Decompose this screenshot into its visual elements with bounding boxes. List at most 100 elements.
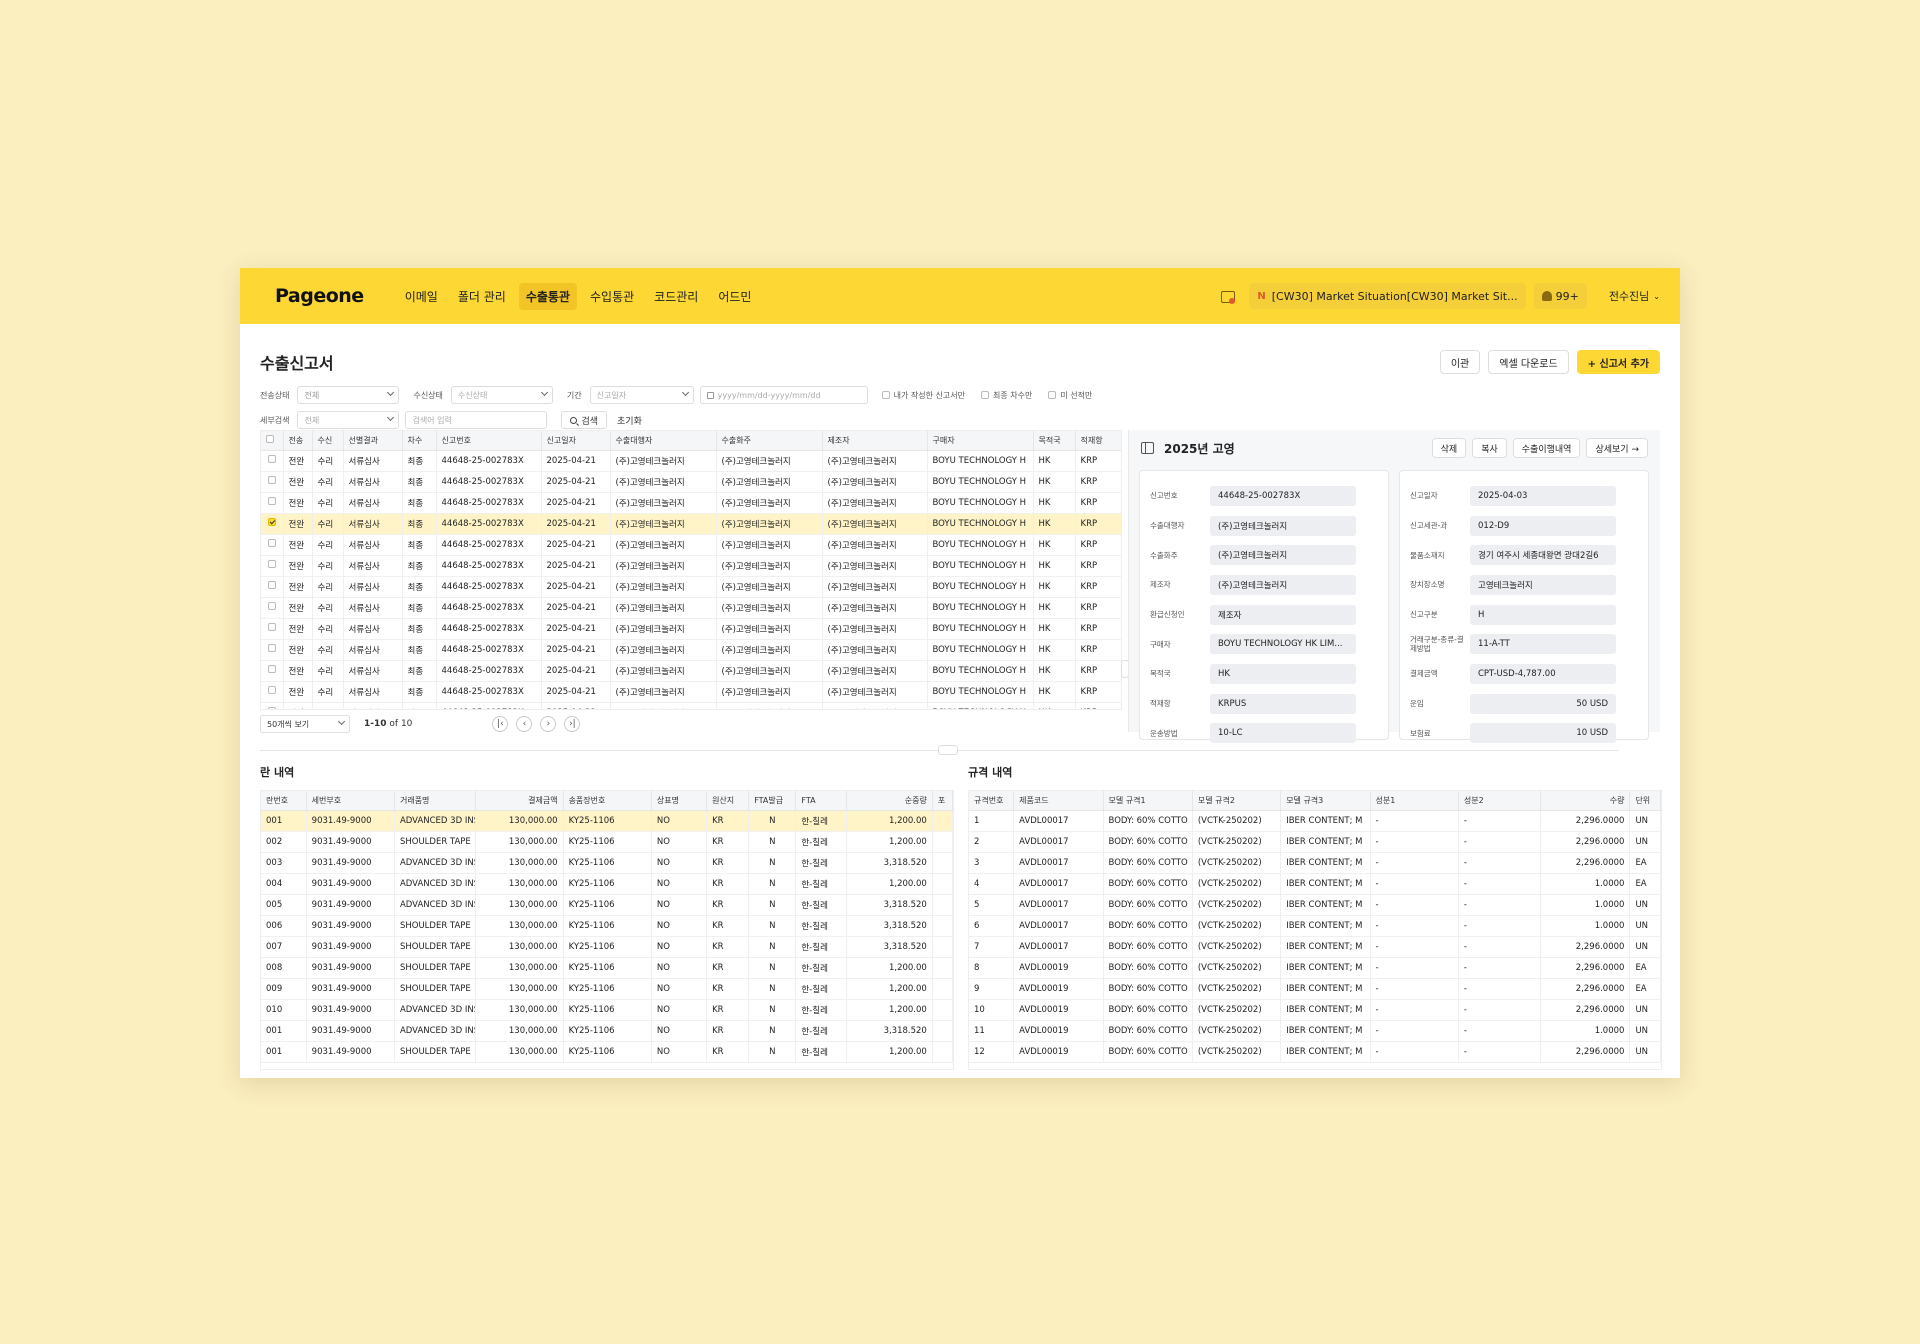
table-row[interactable]: 007 9031.49-9000 SHOULDER TAPE 130,000.00 KY… [261,936,953,958]
horizontal-splitter[interactable] [240,745,1680,755]
table-row[interactable]: 006 9031.49-9000 SHOULDER TAPE 130,000.00 KY… [261,915,953,937]
detail-value[interactable]: 경기 여주시 세종대왕면 광대2길6 [1470,545,1616,566]
calendar-icon[interactable] [1219,288,1236,304]
search-button[interactable]: 검색 [561,411,608,429]
table-row[interactable]: 10 AVDL00019 BODY: 60% COTTO (VCTK-250202) I… [969,999,1661,1021]
copy-button[interactable]: 복사 [1472,438,1507,458]
recv-status-select[interactable]: 수신상태 [450,386,553,404]
table-row[interactable]: 008 9031.49-9000 SHOULDER TAPE 130,000.00 KY… [261,957,953,979]
nav-item[interactable]: 수출통관 [518,282,577,310]
final-only-checkbox[interactable]: 최종 차수만 [980,390,1032,401]
resize-handle[interactable] [938,745,958,755]
column-header[interactable]: 제품코드 [1013,791,1104,811]
column-header[interactable]: 성분1 [1370,791,1459,811]
row-checkbox[interactable] [267,644,276,652]
notification-button[interactable]: 99+ [1533,283,1587,309]
nav-item[interactable]: 코드관리 [654,289,699,304]
table-row[interactable]: 6 AVDL00017 BODY: 60% COTTO (VCTK-250202) IB… [969,915,1661,937]
row-checkbox[interactable] [267,560,276,568]
transfer-button[interactable]: 이관 [1439,350,1481,374]
reset-button[interactable]: 초기화 [617,416,642,427]
row-checkbox[interactable] [267,602,276,610]
column-header[interactable]: 모델 규격1 [1103,791,1193,811]
row-checkbox-cell[interactable] [261,555,284,577]
detail-value[interactable]: HK [1210,663,1356,684]
column-header[interactable]: 송품장번호 [563,791,652,811]
column-header[interactable]: 결제금액 [475,791,564,811]
table-row[interactable]: 12 AVDL00019 BODY: 60% COTTO (VCTK-250202) I… [969,1041,1661,1063]
column-header[interactable]: 수량 [1540,791,1631,811]
table-row[interactable]: 002 9031.49-9000 SHOULDER TAPE 130,000.00 KY… [261,831,953,853]
view-detail-button[interactable]: 상세보기 → [1586,438,1648,458]
row-checkbox[interactable] [267,707,276,709]
column-header[interactable]: 상표명 [651,791,708,811]
detail-value[interactable]: 11-A-TT [1470,634,1616,655]
column-header[interactable]: FTA발급 [748,791,797,811]
column-header[interactable]: 적재항 [1075,431,1121,451]
row-checkbox[interactable] [267,581,276,589]
send-status-select[interactable]: 전체 [297,386,400,404]
row-checkbox[interactable] [267,497,276,505]
table-row[interactable]: 9 AVDL00019 BODY: 60% COTTO (VCTK-250202) IB… [969,978,1661,1000]
column-header[interactable]: 거래품명 [394,791,477,811]
table-row[interactable]: 11 AVDL00019 BODY: 60% COTTO (VCTK-250202) I… [969,1020,1661,1042]
row-checkbox[interactable] [267,518,276,526]
nav-item[interactable]: 어드민 [718,289,752,304]
column-header[interactable]: 선별결과 [343,431,403,451]
detail-value[interactable]: 50 USD [1470,693,1616,714]
column-header[interactable]: 구매자 [927,431,1034,451]
column-header[interactable]: 세번부호 [306,791,395,811]
detail-value[interactable]: (주)고영테크놀러지 [1210,574,1356,595]
export-history-button[interactable]: 수출이행내역 [1512,438,1581,458]
row-checkbox[interactable] [267,455,276,463]
detail-search-select[interactable]: 전체 [297,411,400,429]
delete-button[interactable]: 삭제 [1431,438,1467,458]
table-row[interactable]: 5 AVDL00017 BODY: 60% COTTO (VCTK-250202) IB… [969,894,1661,916]
column-header[interactable]: 전송 [283,431,313,451]
row-checkbox-cell[interactable] [261,618,284,640]
detail-value[interactable]: 44648-25-002783X [1210,485,1356,506]
column-header[interactable]: 단위 [1629,791,1661,811]
table-row[interactable]: 004 9031.49-9000 ADVANCED 3D INS 130,000.00… [261,873,953,895]
row-checkbox-cell[interactable] [261,639,284,661]
nav-item[interactable]: 수입통관 [589,289,635,304]
nav-item[interactable]: 폴더 관리 [457,289,506,304]
row-checkbox[interactable] [267,623,276,631]
column-header[interactable]: 수출대행자 [610,431,717,451]
column-header[interactable]: 신고일자 [541,431,611,451]
page-size-select[interactable]: 50개씩 보기 [260,715,350,733]
row-checkbox-cell[interactable] [261,513,284,535]
column-header[interactable]: FTA [795,791,847,811]
table-row[interactable]: 8 AVDL00019 BODY: 60% COTTO (VCTK-250202) IB… [969,957,1661,979]
column-header[interactable]: 성분2 [1458,791,1542,811]
row-checkbox-cell[interactable] [261,471,284,493]
row-checkbox-cell[interactable] [261,681,284,703]
table-row[interactable]: 010 9031.49-9000 ADVANCED 3D INS 130,000.00… [261,999,953,1021]
column-header[interactable]: 란번호 [261,791,307,811]
row-checkbox[interactable] [267,665,276,673]
detail-value[interactable]: 012-D9 [1470,515,1616,536]
detail-value[interactable]: CPT-USD-4,787.00 [1470,663,1616,684]
notice-ticker[interactable]: N [CW30] Market Situation[CW30] Market S… [1249,283,1526,309]
detail-value[interactable]: 10 USD [1470,723,1616,744]
side-panel-icon[interactable] [1141,442,1154,454]
detail-value[interactable]: H [1470,604,1616,625]
detail-value[interactable]: 고영테크놀러지 [1470,574,1616,595]
table-row[interactable]: 001 9031.49-9000 ADVANCED 3D INS 130,000.00… [261,1020,953,1042]
column-header[interactable]: 수신 [312,431,344,451]
detail-value[interactable]: KRPUS [1210,693,1356,714]
unshipped-only-checkbox[interactable]: 미 선적만 [1048,390,1092,401]
table-row[interactable]: 005 9031.49-9000 ADVANCED 3D INS 130,000.00… [261,894,953,916]
table-row[interactable]: 003 9031.49-9000 ADVANCED 3D INS 130,000.00… [261,852,953,874]
table-row[interactable]: 3 AVDL00017 BODY: 60% COTTO (VCTK-250202) IB… [969,852,1661,874]
